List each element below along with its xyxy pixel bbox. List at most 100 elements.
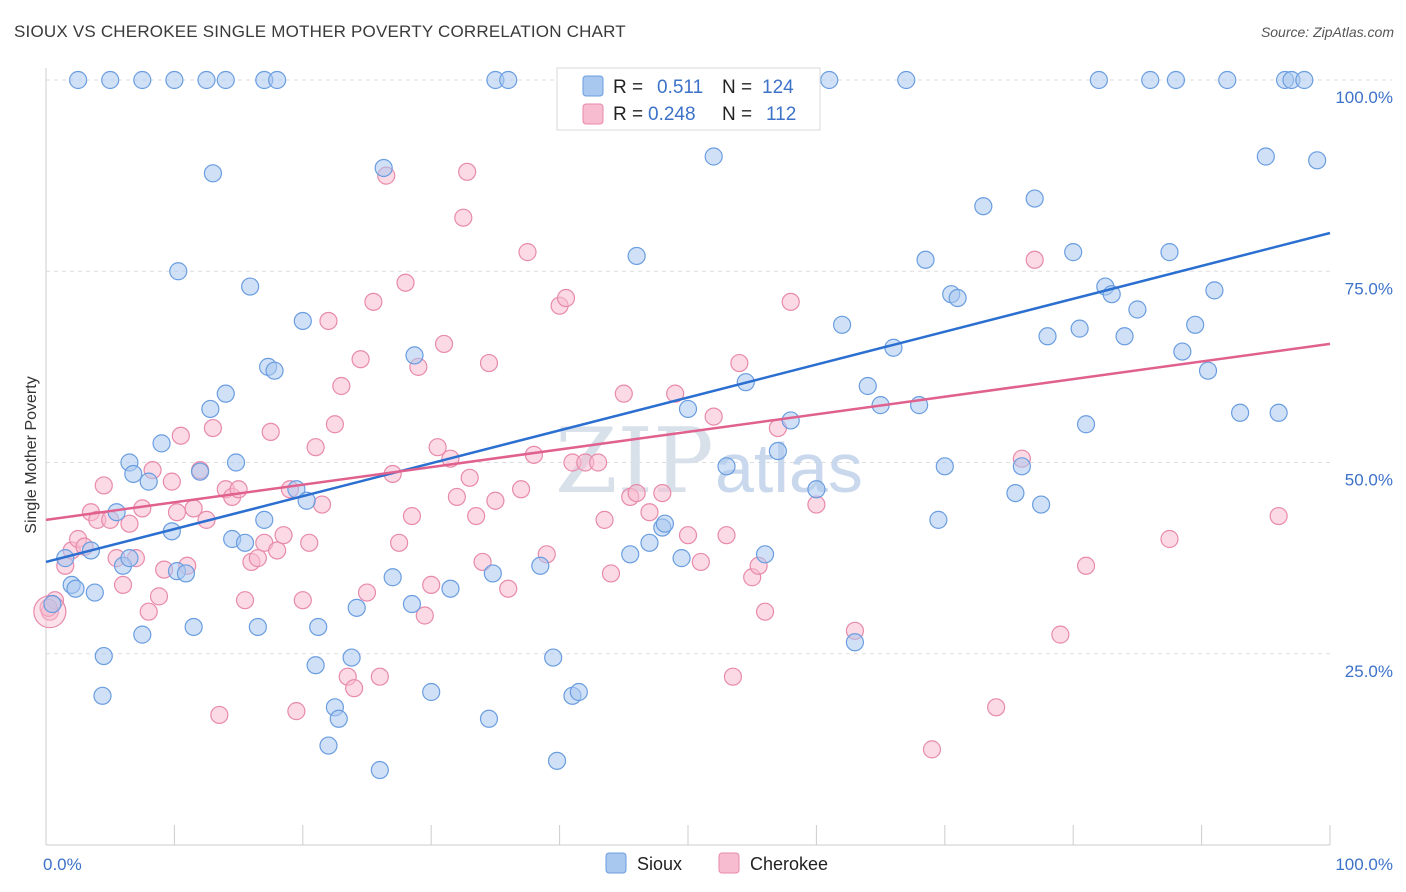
sioux-point (265, 361, 284, 380)
x-tick-label: 100.0% (1335, 855, 1393, 874)
sioux-point (916, 250, 935, 269)
cherokee-point (723, 667, 743, 686)
sioux-point (43, 594, 62, 614)
legend-sioux-r-label: R = (613, 77, 643, 98)
cherokee-point (479, 353, 499, 373)
cherokee-point (1076, 556, 1096, 575)
cherokee-point (332, 376, 351, 396)
sioux-point (1198, 361, 1218, 380)
sioux-point (781, 411, 800, 430)
sioux-point (85, 583, 104, 602)
sioux-point (897, 70, 916, 90)
cherokee-point (428, 438, 447, 457)
sioux-point (441, 579, 460, 598)
cherokee-point (987, 698, 1006, 717)
sioux-point (329, 709, 348, 728)
correlation-legend: R = 0.511 N = 124 R = 0.248 N = 112 (556, 67, 821, 131)
cherokee-point (94, 476, 113, 495)
sioux-point (755, 545, 775, 564)
cherokee-point (595, 510, 614, 529)
sioux-point (858, 376, 877, 396)
sioux-point (216, 70, 235, 90)
sioux-point (248, 617, 267, 637)
sioux-point (241, 277, 260, 296)
sioux-point (935, 457, 954, 476)
cherokee-point (293, 591, 312, 610)
sioux-point (197, 70, 216, 90)
y-tick-label: 25.0% (1345, 662, 1393, 681)
sioux-point (672, 549, 691, 568)
sioux-point (544, 648, 563, 667)
x-tick-label: 0.0% (43, 855, 82, 874)
cherokee-point (781, 292, 800, 311)
sioux-point (621, 545, 640, 564)
cherokee-point (730, 353, 749, 373)
cherokee-point (370, 667, 389, 686)
sioux-point (1070, 319, 1089, 338)
cherokee-point (434, 334, 454, 354)
cherokee-point (203, 418, 223, 438)
legend-sioux-r-value: 0.511 (657, 77, 703, 98)
sioux-point (133, 70, 152, 90)
sioux-point (216, 384, 235, 403)
cherokee-point (601, 564, 621, 583)
cherokee-point (454, 208, 473, 227)
cherokee-point (511, 480, 531, 499)
sioux-point (309, 617, 328, 637)
cherokee-point (1051, 625, 1070, 644)
cherokee-trend-line (45, 342, 1331, 522)
sioux-point (124, 464, 143, 484)
cherokee-point (1269, 506, 1288, 526)
cherokee-point (319, 311, 338, 331)
sioux-point (101, 70, 120, 90)
cherokee-point (704, 407, 723, 426)
bottom-legend-cherokee: Cherokee (750, 854, 828, 874)
sioux-point (226, 453, 246, 472)
sioux-point (133, 625, 152, 644)
sioux-point (1115, 327, 1134, 346)
sioux-point (832, 315, 852, 334)
sioux-point (884, 338, 903, 357)
sioux-point (347, 598, 366, 617)
sioux-point (717, 457, 736, 476)
axes (45, 68, 1331, 846)
sioux-point (255, 510, 274, 529)
sioux-point (293, 311, 312, 331)
sioux-point (569, 682, 588, 702)
legend-cherokee-n-label: N = (722, 104, 752, 125)
y-tick-labels: 25.0% 50.0% 75.0% 100.0% (1335, 88, 1393, 681)
sioux-point (93, 686, 112, 705)
series-legend: Sioux Cherokee (605, 852, 828, 874)
y-tick-label: 75.0% (1345, 279, 1393, 298)
sioux-point (120, 549, 139, 568)
cherokee-point (261, 422, 280, 441)
cherokee-point (300, 533, 319, 552)
sioux-point (1205, 281, 1224, 300)
sioux-point (1173, 342, 1192, 361)
chart-title: SIOUX VS CHEROKEE SINGLE MOTHER POVERTY … (14, 22, 626, 41)
sioux-point (1038, 327, 1057, 346)
cherokee-point (518, 243, 537, 262)
sioux-point (1064, 243, 1083, 262)
bottom-legend-swatch-cherokee (718, 852, 740, 874)
sioux-point (1128, 300, 1147, 319)
cherokee-point (691, 552, 710, 572)
cherokee-point (460, 468, 479, 487)
legend-cherokee-n-value: 112 (766, 104, 796, 125)
sioux-point (184, 617, 203, 637)
sioux-point (374, 158, 393, 178)
cherokee-point (139, 602, 158, 621)
sioux-trend-line (45, 231, 1331, 564)
cherokee-point (149, 587, 169, 606)
sioux-point (169, 262, 188, 281)
cherokee-point (422, 575, 441, 595)
legend-sioux-n-value: 124 (762, 77, 794, 98)
cherokee-point (402, 506, 422, 526)
sioux-point (1218, 70, 1237, 90)
sioux-point (655, 514, 674, 533)
sioux-point (1089, 70, 1108, 90)
sioux-point (1031, 495, 1051, 514)
cherokee-point (717, 526, 736, 545)
sioux-point (405, 346, 424, 365)
